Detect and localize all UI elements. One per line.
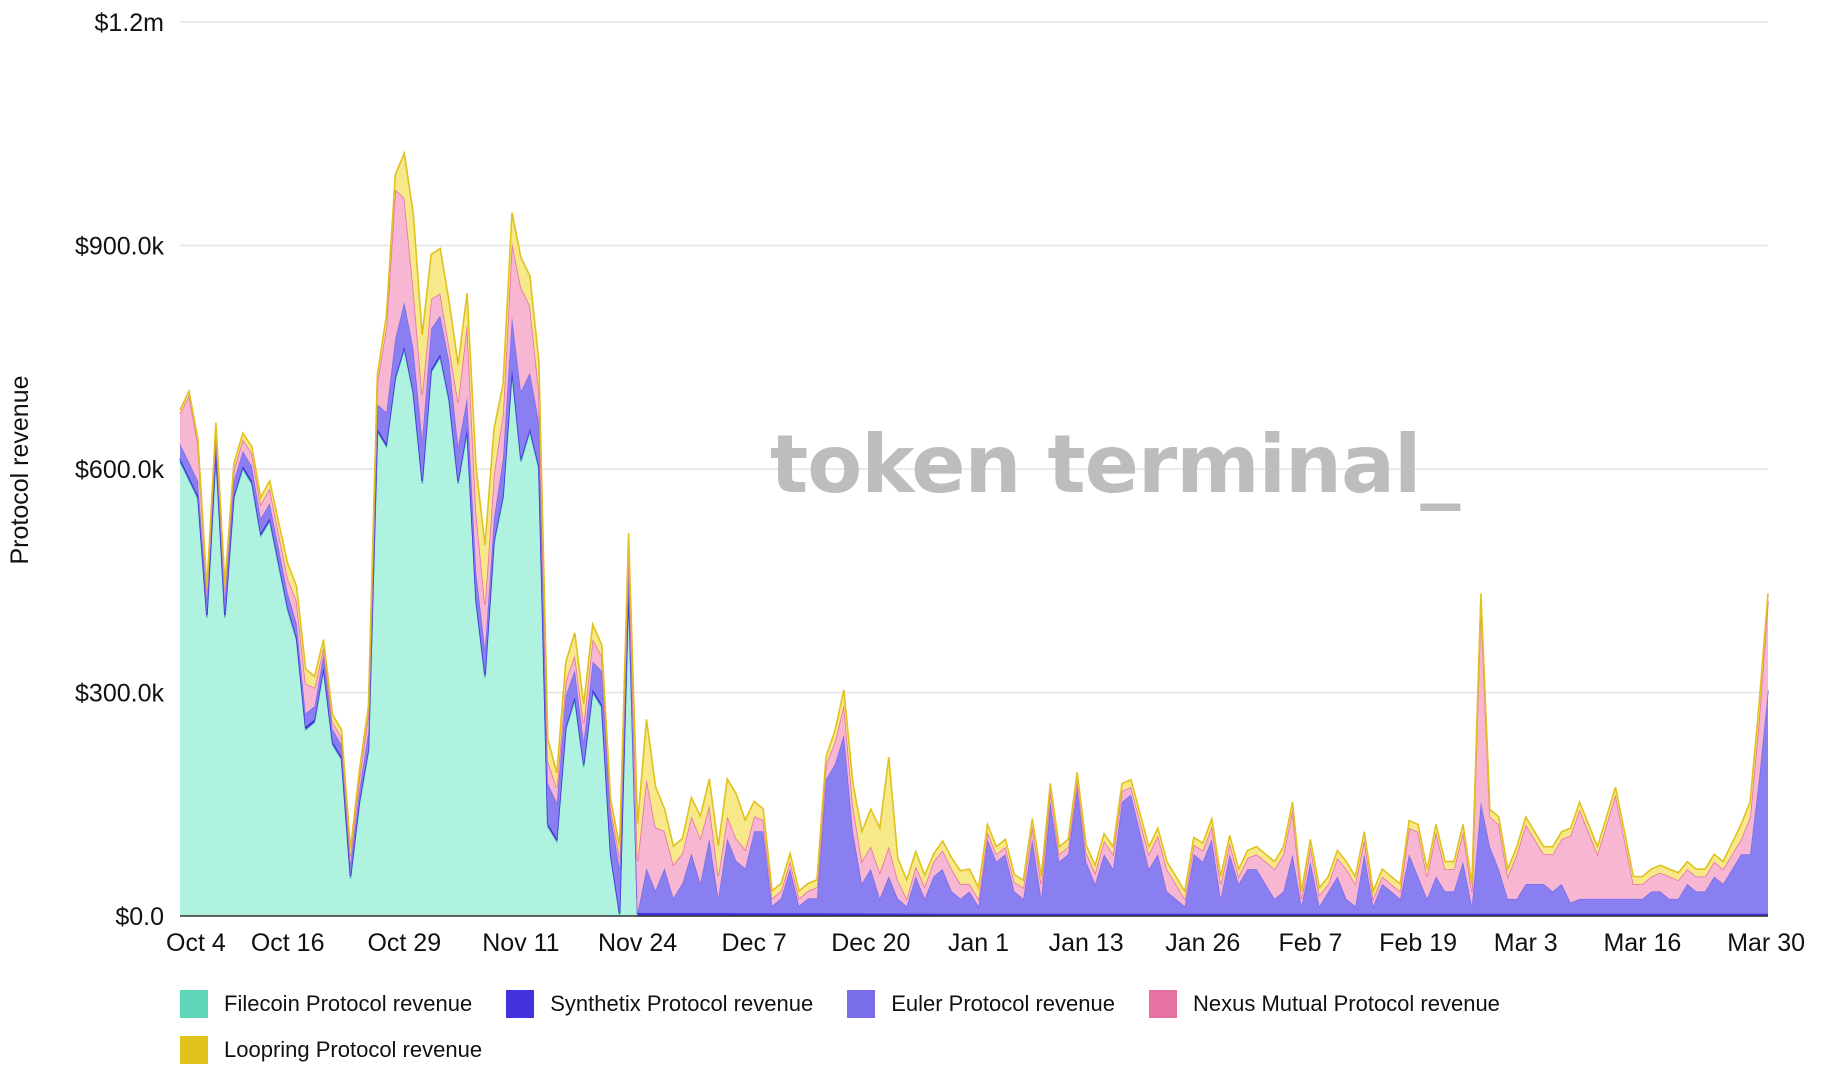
x-tick-label: Feb 19 xyxy=(1379,929,1457,957)
y-tick-label: $300.0k xyxy=(75,680,164,708)
x-tick-label: Feb 7 xyxy=(1278,929,1342,957)
legend-item[interactable]: Euler Protocol revenue xyxy=(847,990,1115,1018)
y-tick-label: $900.0k xyxy=(75,233,164,261)
x-tick-label: Dec 7 xyxy=(722,929,787,957)
x-axis-ticks: Oct 4 Oct 16 Oct 29 Nov 11 Nov 24 Dec 7 Dec 20… xyxy=(166,929,1805,957)
x-tick-label: Dec 20 xyxy=(831,929,910,957)
x-tick-label: Jan 13 xyxy=(1049,929,1124,957)
legend-label: Euler Protocol revenue xyxy=(891,991,1115,1016)
x-tick-label: Nov 24 xyxy=(598,929,677,957)
y-axis-title: Protocol revenue xyxy=(6,375,34,564)
watermark-text: token terminal_ xyxy=(770,418,1460,511)
x-tick-label: Mar 30 xyxy=(1727,929,1805,957)
x-tick-label: Jan 26 xyxy=(1165,929,1240,957)
legend-swatch xyxy=(180,990,208,1018)
x-tick-label: Oct 29 xyxy=(367,929,441,957)
x-tick-label: Oct 4 xyxy=(166,929,226,957)
x-tick-label: Mar 3 xyxy=(1494,929,1558,957)
protocol-revenue-chart: token terminal_ $0.0 $300.0k $600.0k $900.0… xyxy=(6,9,1805,957)
x-tick-label: Nov 11 xyxy=(482,929,559,957)
series-area-3 xyxy=(180,189,1768,914)
legend-label: Synthetix Protocol revenue xyxy=(550,991,814,1016)
legend-item[interactable]: Filecoin Protocol revenue xyxy=(180,990,472,1018)
legend-swatch xyxy=(180,1036,208,1064)
y-axis-ticks: $0.0 $300.0k $600.0k $900.0k $1.2m xyxy=(75,9,164,931)
legend-item[interactable]: Synthetix Protocol revenue xyxy=(506,990,813,1018)
legend-swatch xyxy=(847,990,876,1018)
legend-label: Filecoin Protocol revenue xyxy=(224,991,473,1016)
legend-item[interactable]: Loopring Protocol revenue xyxy=(180,1036,482,1064)
y-tick-label: $0.0 xyxy=(115,903,164,931)
x-tick-label: Mar 16 xyxy=(1603,929,1681,957)
stacked-areas xyxy=(179,150,1769,917)
legend-swatch xyxy=(506,990,535,1018)
y-tick-label: $600.0k xyxy=(75,456,164,484)
series-line-4 xyxy=(179,150,1769,895)
series-area-0 xyxy=(180,349,1768,916)
x-tick-label: Oct 16 xyxy=(251,929,325,957)
legend-label: Loopring Protocol revenue xyxy=(224,1037,483,1062)
legend-swatch xyxy=(1148,990,1177,1018)
legend-label: Nexus Mutual Protocol revenue xyxy=(1192,991,1500,1016)
legend: Filecoin Protocol revenue Synthetix Proto… xyxy=(180,990,1740,1064)
y-tick-label: $1.2m xyxy=(95,9,164,37)
x-tick-label: Jan 1 xyxy=(948,929,1009,957)
legend-item[interactable]: Nexus Mutual Protocol revenue xyxy=(1148,990,1500,1018)
